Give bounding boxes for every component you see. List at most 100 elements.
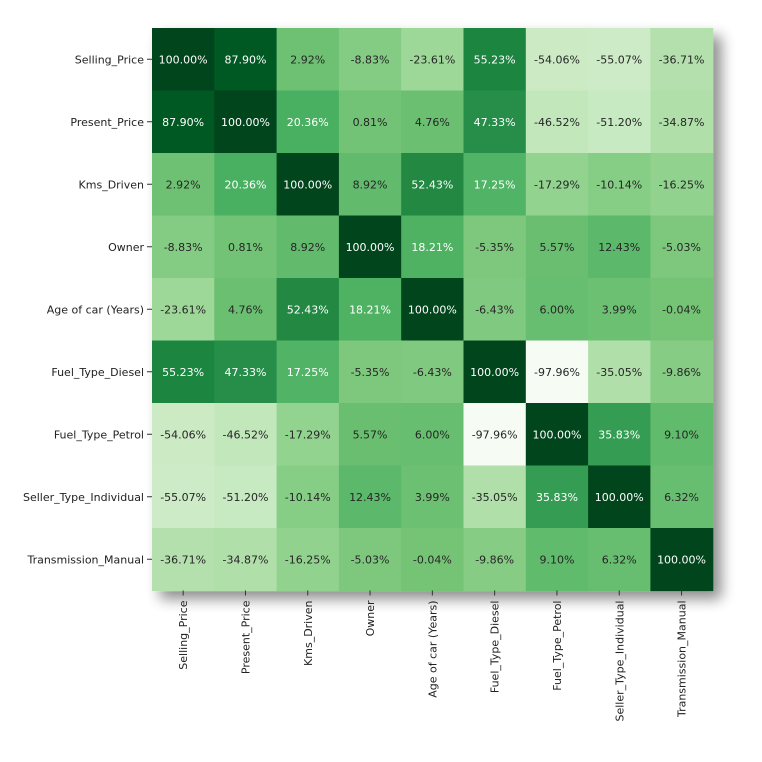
heatmap-cell [276,90,340,154]
y-tick-label: Seller_Type_Individual [23,491,144,504]
heatmap-cell [588,28,651,92]
heatmap-cell [276,340,340,404]
cell-value-label: 5.57% [353,428,388,441]
cell-value-label: 47.33% [224,366,266,379]
cell-value-label: 17.25% [287,366,329,379]
heatmap-cell [650,528,714,592]
cell-value-label: -5.03% [662,241,701,254]
heatmap-plot-area: 100.00% 87.90% 2.92% -8.83% -23.61% 55.23% -54… [152,28,714,592]
heatmap-cell [276,153,340,217]
cell-value-label: 8.92% [353,178,388,191]
cell-value-label: 52.43% [287,303,329,316]
cell-value-label: -16.25% [285,553,331,566]
heatmap-cell [214,528,278,592]
heatmap-cell [276,403,340,467]
heatmap-cell [338,465,402,529]
cell-value-label: -23.61% [160,303,206,316]
heatmap-cell [401,90,465,154]
cell-value-label: -16.25% [659,178,705,191]
cell-value-label: -0.04% [662,303,701,316]
heatmap-cell [588,153,651,217]
cell-value-label: 2.92% [290,53,325,66]
y-tick-label: Kms_Driven [79,178,144,191]
cell-value-label: 0.81% [353,116,388,129]
heatmap-cell [338,90,402,154]
cell-value-label: 100.00% [532,428,581,441]
y-axis-tick-labels: Selling_Price Present_Price Kms_Driven Owne… [23,53,152,566]
cell-value-label: -9.86% [662,366,701,379]
heatmap-cell [588,340,651,404]
heatmap-cell [463,403,527,467]
heatmap-cell [152,340,215,404]
cell-value-label: -17.29% [534,178,580,191]
heatmap-cell [588,403,651,467]
cell-value-label: 35.83% [536,491,578,504]
x-tick-label: Fuel_Type_Petrol [551,601,564,691]
heatmap-cell [525,153,589,217]
heatmap-cell [401,465,465,529]
cell-value-label: -6.43% [413,366,452,379]
heatmap-cell [152,215,215,279]
cell-value-label: 100.00% [221,116,270,129]
heatmap-cell [152,528,215,592]
cell-value-label: 4.76% [415,116,450,129]
cell-value-label: 100.00% [159,53,208,66]
cell-value-label: -36.71% [659,53,705,66]
heatmap-cell [650,153,714,217]
heatmap-cell [650,28,714,92]
heatmap-cell [401,215,465,279]
y-tick-label: Fuel_Type_Diesel [51,366,144,379]
heatmap-cell [588,278,651,342]
heatmap-cell [650,215,714,279]
cell-value-label: 6.32% [664,491,699,504]
y-tick-label: Fuel_Type_Petrol [54,428,144,441]
heatmap-cell [525,403,589,467]
cell-value-label: 12.43% [598,241,640,254]
cell-value-label: -51.20% [596,116,642,129]
heatmap-cell [214,340,278,404]
heatmap-cell [650,465,714,529]
x-tick-label: Owner [364,600,377,636]
cell-value-label: -46.52% [222,428,268,441]
heatmap-cell [463,90,527,154]
cell-value-label: 35.83% [598,428,640,441]
cell-value-label: 4.76% [228,303,263,316]
heatmap-cell [588,528,651,592]
heatmap-cell [214,403,278,467]
heatmap-cell [276,465,340,529]
heatmap-cell [650,340,714,404]
x-tick-label: Selling_Price [177,600,190,669]
cell-value-label: -5.35% [475,241,514,254]
heatmap-cell [214,215,278,279]
cell-value-label: 55.23% [162,366,204,379]
heatmap-cell [650,278,714,342]
y-tick-label: Transmission_Manual [26,553,144,566]
heatmap-cell [463,153,527,217]
heatmap-cell [401,28,465,92]
x-tick-label: Age of car (Years) [426,601,439,698]
heatmap-cell [338,403,402,467]
heatmap-cell [214,278,278,342]
cell-value-label: -35.05% [472,491,518,504]
cell-value-label: 0.81% [228,241,263,254]
cell-value-label: 3.99% [602,303,637,316]
heatmap-cell [525,465,589,529]
cell-value-label: -23.61% [409,53,455,66]
cell-value-label: -51.20% [222,491,268,504]
cell-value-label: 5.57% [539,241,574,254]
cell-value-label: 6.32% [602,553,637,566]
heatmap-cell [463,465,527,529]
cell-value-label: 87.90% [162,116,204,129]
cell-value-label: -34.87% [222,553,268,566]
cell-value-label: 3.99% [415,491,450,504]
cell-value-label: -34.87% [659,116,705,129]
heatmap-cell [463,215,527,279]
cell-value-label: 18.21% [411,241,453,254]
cell-value-label: 8.92% [290,241,325,254]
cell-value-label: 100.00% [346,241,395,254]
heatmap-cell [214,90,278,154]
cell-value-label: 18.21% [349,303,391,316]
cell-value-label: 20.36% [287,116,329,129]
heatmap-cell [650,90,714,154]
